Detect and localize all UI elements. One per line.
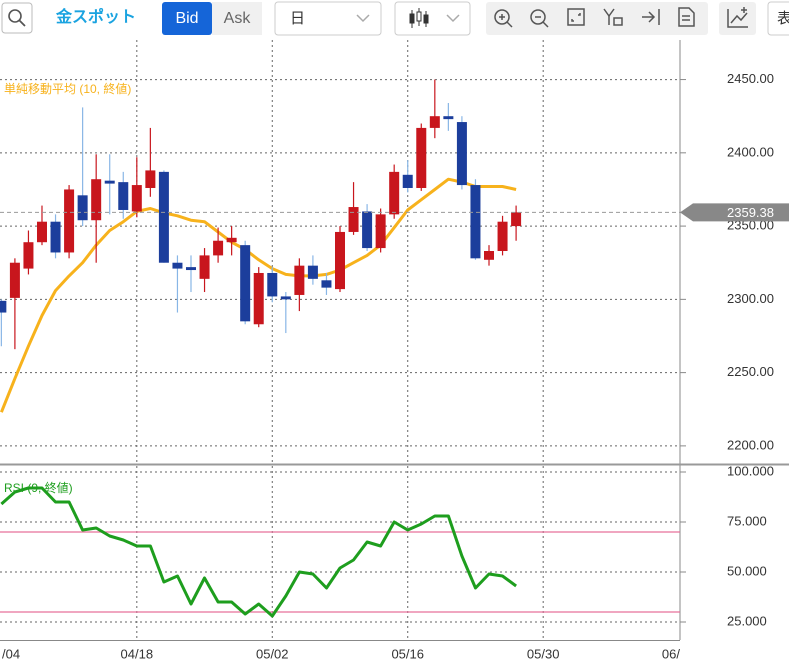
x-tick-label: 04/18 — [121, 646, 154, 661]
x-tick-label: 06/ — [662, 646, 680, 661]
rsi-panel — [0, 486, 680, 618]
candle-body — [484, 251, 495, 260]
candle-body — [280, 296, 291, 300]
y-tick-label: 2400.00 — [727, 144, 774, 159]
toolbar: 金スポット Bid Ask 日 表 — [1, 1, 789, 36]
candle-body — [497, 221, 508, 251]
candle-body — [375, 214, 386, 249]
y-tick-label: 25.000 — [727, 613, 767, 628]
candle-body — [77, 195, 88, 221]
last-price-label: 2359.38 — [727, 205, 774, 220]
candle-body — [145, 170, 156, 188]
candle-body — [321, 280, 332, 288]
candle-body — [36, 221, 47, 243]
candle-body — [104, 180, 115, 184]
candle-body — [307, 265, 318, 279]
display-label[interactable]: 表 — [777, 10, 789, 27]
search-icon — [8, 9, 22, 23]
y-tick-label: 2450.00 — [727, 71, 774, 86]
candle-icon — [409, 8, 429, 28]
indicator-icon — [727, 7, 748, 28]
dropdown-arrow — [356, 14, 370, 23]
y-tick-label: 50.000 — [727, 563, 767, 578]
candle-body — [348, 207, 359, 232]
tool-icons[interactable] — [494, 7, 695, 28]
y-tick-label: 2200.00 — [727, 437, 774, 452]
ask-label[interactable]: Ask — [224, 10, 252, 27]
candle-body — [118, 182, 129, 210]
chart-type-dropdown[interactable] — [394, 1, 471, 36]
dropdown-arrow — [446, 14, 460, 23]
candle-body — [240, 245, 251, 322]
display-button[interactable] — [767, 1, 789, 36]
candle-body — [64, 189, 75, 253]
search-button[interactable] — [1, 2, 33, 34]
candle-body — [131, 185, 142, 212]
search-icon — [18, 19, 26, 27]
candle-body — [253, 272, 264, 325]
candle-body — [199, 255, 210, 279]
candle-body — [402, 174, 413, 188]
ask-button[interactable] — [212, 2, 262, 35]
candle-body — [158, 171, 169, 263]
candle-body — [185, 267, 196, 271]
candle-body — [443, 116, 454, 120]
candle-body — [470, 185, 481, 259]
legend-entry: RSI (9, 終値) — [4, 480, 73, 495]
candle-body — [456, 122, 467, 186]
y-tick-label: 2250.00 — [727, 364, 774, 379]
candle-body — [23, 242, 34, 269]
candle-body — [226, 237, 237, 243]
x-tick-label: /04 — [2, 646, 20, 661]
candle-body — [91, 179, 102, 221]
symbol[interactable]: 金スポット — [55, 7, 136, 26]
tool-group — [486, 2, 708, 35]
candle-body — [9, 262, 20, 298]
grid — [0, 40, 680, 640]
period-label[interactable]: 日 — [290, 10, 305, 27]
candle-body — [335, 231, 345, 290]
x-tick-label: 05/02 — [256, 646, 289, 661]
indicator-button[interactable] — [719, 2, 756, 35]
candle-body — [0, 300, 7, 313]
bid-label[interactable]: Bid — [175, 10, 198, 27]
price-panel — [0, 79, 522, 413]
candle-body — [429, 116, 440, 128]
candle-body — [267, 272, 278, 297]
candle-body — [416, 127, 427, 188]
candle-body — [294, 265, 305, 295]
candle-body — [362, 211, 373, 249]
legend-entry: 単純移動平均 (10, 終値) — [4, 81, 131, 96]
x-tick-label: 05/16 — [391, 646, 424, 661]
labels: 2200.002250.002300.002350.002400.002450.… — [0, 71, 789, 661]
candle-body — [50, 221, 61, 253]
x-tick-label: 05/30 — [527, 646, 560, 661]
bid-button[interactable] — [162, 2, 212, 35]
series-line — [0, 177, 517, 413]
series-line — [0, 486, 517, 618]
y-tick-label: 2300.00 — [727, 291, 774, 306]
candle-body — [511, 212, 522, 227]
period-dropdown[interactable] — [274, 1, 382, 36]
y-tick-label: 75.000 — [727, 513, 767, 528]
y-tick-label: 100.000 — [727, 463, 774, 478]
candle-body — [389, 171, 400, 215]
candle-body — [213, 240, 224, 256]
last-price-tag — [680, 203, 789, 222]
candle-body — [172, 262, 183, 269]
